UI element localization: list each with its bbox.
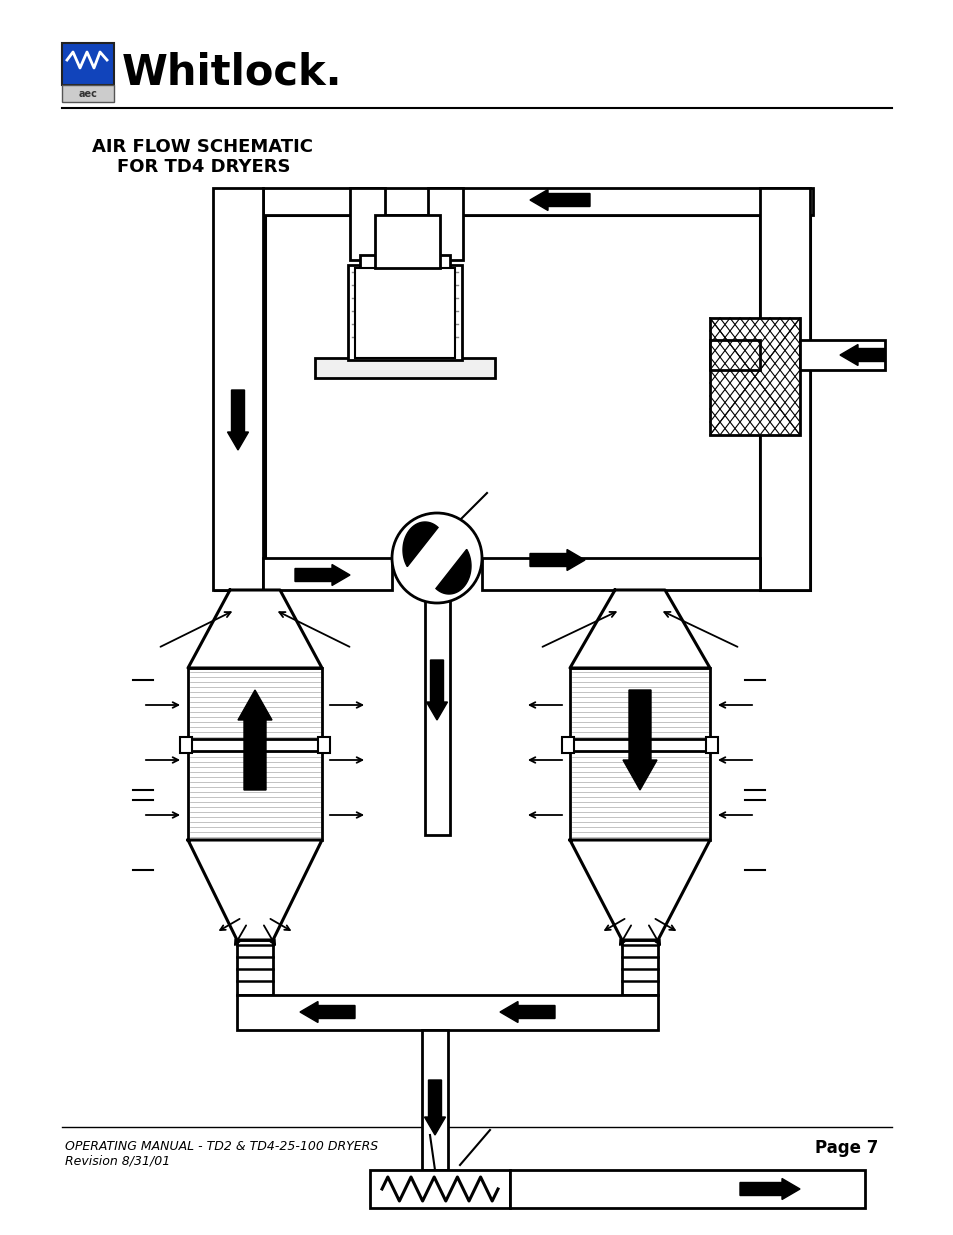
Text: Page 7: Page 7 xyxy=(814,1139,877,1157)
Bar xyxy=(359,254,450,270)
Text: AIR FLOW SCHEMATIC: AIR FLOW SCHEMATIC xyxy=(91,138,313,156)
Bar xyxy=(317,737,330,753)
Bar xyxy=(263,558,392,590)
Polygon shape xyxy=(436,550,471,594)
Bar xyxy=(265,190,809,215)
Bar xyxy=(236,995,658,1030)
Bar xyxy=(370,1170,510,1208)
Bar xyxy=(569,739,709,751)
Polygon shape xyxy=(402,522,437,567)
Bar xyxy=(481,558,760,590)
Bar xyxy=(421,1030,448,1170)
Bar xyxy=(355,268,455,358)
Text: FOR TD4 DRYERS: FOR TD4 DRYERS xyxy=(91,158,291,177)
Bar xyxy=(214,190,265,590)
FancyArrow shape xyxy=(622,690,657,790)
Bar xyxy=(428,188,462,261)
Bar xyxy=(62,43,113,85)
Bar xyxy=(424,600,450,835)
Bar xyxy=(188,668,322,840)
FancyArrow shape xyxy=(740,1178,800,1199)
Bar xyxy=(236,940,273,995)
FancyArrow shape xyxy=(424,1079,445,1135)
Polygon shape xyxy=(569,840,709,940)
Text: aec: aec xyxy=(78,89,97,99)
FancyArrow shape xyxy=(840,345,884,366)
Bar xyxy=(188,739,322,751)
Bar xyxy=(760,190,809,590)
Bar xyxy=(375,215,439,268)
Bar xyxy=(709,317,800,435)
Bar xyxy=(800,340,884,370)
Bar xyxy=(561,737,574,753)
Bar xyxy=(348,266,461,359)
Bar xyxy=(263,188,812,215)
Bar xyxy=(709,340,760,370)
Polygon shape xyxy=(569,590,709,668)
Polygon shape xyxy=(188,840,322,940)
FancyArrow shape xyxy=(294,564,350,585)
Circle shape xyxy=(392,513,481,603)
Polygon shape xyxy=(188,590,322,668)
Bar xyxy=(350,188,385,261)
Bar xyxy=(705,737,718,753)
Text: Whitlock.: Whitlock. xyxy=(122,51,342,93)
FancyArrow shape xyxy=(299,1002,355,1023)
Bar xyxy=(213,188,263,590)
Bar xyxy=(510,1170,864,1208)
FancyArrow shape xyxy=(426,659,447,720)
Text: Revision 8/31/01: Revision 8/31/01 xyxy=(65,1155,170,1168)
Bar xyxy=(621,940,658,995)
FancyArrow shape xyxy=(530,550,584,571)
Bar xyxy=(62,85,113,103)
FancyArrow shape xyxy=(530,189,589,210)
Text: OPERATING MANUAL - TD2 & TD4-25-100 DRYERS: OPERATING MANUAL - TD2 & TD4-25-100 DRYE… xyxy=(65,1140,377,1153)
FancyArrow shape xyxy=(237,690,272,790)
FancyArrow shape xyxy=(499,1002,555,1023)
Bar xyxy=(760,188,809,590)
Bar xyxy=(569,668,709,840)
Bar xyxy=(180,737,192,753)
Bar xyxy=(314,358,495,378)
FancyArrow shape xyxy=(227,390,248,450)
